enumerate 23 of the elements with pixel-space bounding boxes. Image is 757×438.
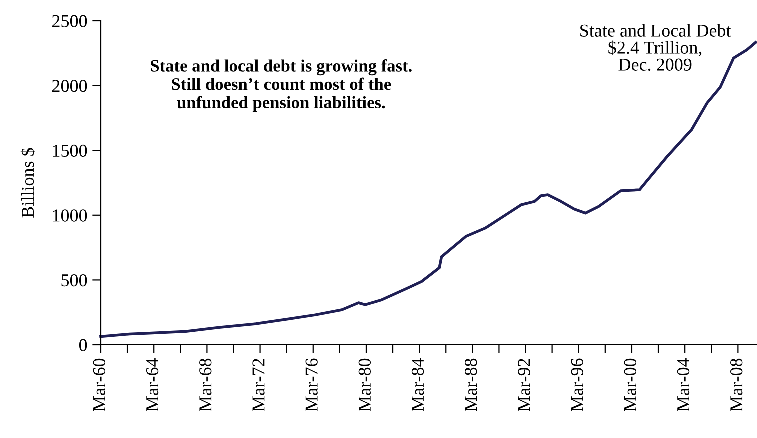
line-series [100, 41, 757, 338]
x-tick-label: Mar-00 [624, 358, 636, 412]
x-tick-label: Mar-96 [571, 358, 584, 412]
y-axis-title: Billions $ [20, 148, 36, 218]
annotation: State and local debt is growing fast. Still doesn’t count most of the unfunded pension liabilities. [151, 60, 412, 112]
x-tick-label: Mar-92 [518, 359, 530, 412]
x-tick-label: Mar-64 [146, 358, 159, 412]
y-tick-label: 1000 [53, 210, 88, 222]
x-tick-label: Mar-88 [465, 358, 478, 412]
y-tick-label: 2500 [52, 15, 88, 28]
y-tick-label: 2000 [52, 80, 88, 92]
y-tick-label: 1500 [53, 144, 88, 158]
x-tick-label: Mar-04 [677, 358, 690, 412]
x-tick-label: Mar-80 [358, 358, 372, 412]
y-tick-label: 500 [62, 274, 88, 287]
x-tick-label: Mar-60 [93, 358, 106, 412]
x-tick-label: Mar-84 [412, 358, 424, 412]
x-tick-label: Mar-76 [306, 358, 318, 412]
x-tick-label: Mar-72 [252, 359, 265, 412]
annotation: State and Local Debt $2.4 Trillion, Dec. 2009 [580, 24, 732, 72]
x-tick-label: Mar-68 [200, 358, 212, 412]
y-tick-label: 0 [79, 339, 88, 352]
x-tick-label: Mar-08 [730, 358, 743, 412]
